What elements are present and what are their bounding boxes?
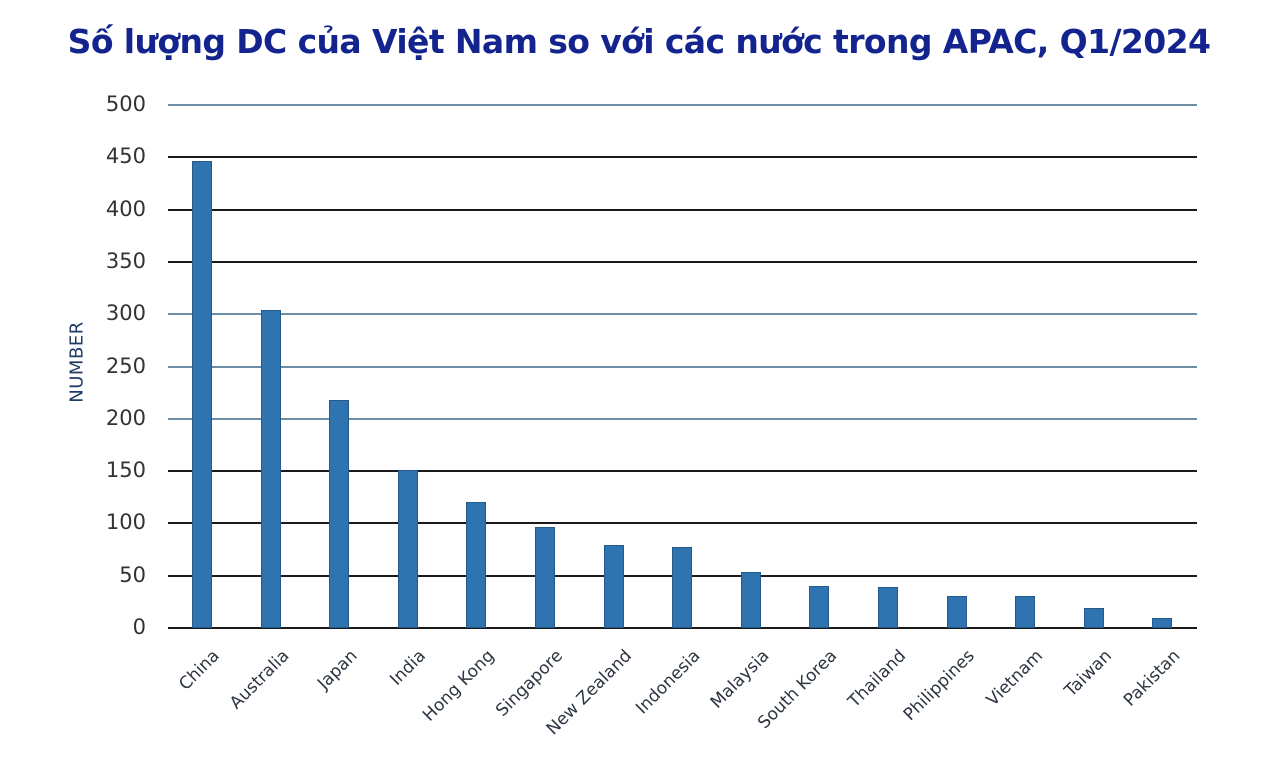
gridline bbox=[168, 522, 1197, 525]
bar-india bbox=[397, 470, 418, 628]
bar-indonesia bbox=[672, 547, 693, 628]
bar-china bbox=[192, 161, 212, 628]
bar-taiwan bbox=[1083, 608, 1104, 628]
y-tick-label: 450 bbox=[105, 144, 146, 169]
y-tick-label: 350 bbox=[105, 248, 146, 273]
x-tick-label: Thailand bbox=[844, 646, 911, 712]
bar-japan bbox=[329, 399, 350, 628]
gridline bbox=[168, 470, 1197, 473]
bar-hong-kong bbox=[466, 502, 487, 628]
x-tick-label: Vietnam bbox=[982, 646, 1048, 711]
x-tick-label: Indonesia bbox=[632, 646, 705, 719]
gridline bbox=[168, 417, 1197, 420]
bar-australia bbox=[260, 310, 281, 628]
y-tick-label: 50 bbox=[119, 562, 146, 587]
gridline bbox=[168, 208, 1197, 211]
bar-thailand bbox=[878, 587, 898, 628]
y-tick-label: 400 bbox=[105, 196, 146, 221]
gridline bbox=[168, 156, 1197, 159]
bar-vietnam bbox=[1015, 595, 1036, 628]
bar-new-zealand bbox=[603, 545, 624, 628]
y-tick-label: 150 bbox=[105, 458, 146, 483]
bar-malaysia bbox=[740, 571, 761, 628]
gridline bbox=[168, 365, 1197, 368]
x-tick-label: Malaysia bbox=[706, 646, 774, 713]
x-tick-label: Philippines bbox=[899, 646, 979, 725]
bar-philippines bbox=[946, 595, 967, 628]
y-tick-label: 100 bbox=[105, 510, 146, 535]
gridline bbox=[168, 627, 1197, 629]
y-tick-label: 500 bbox=[105, 92, 146, 116]
x-tick-label: Hong Kong bbox=[419, 646, 499, 726]
x-tick-label: Taiwan bbox=[1060, 646, 1116, 702]
x-tick-label: Japan bbox=[314, 646, 362, 694]
gridline bbox=[168, 104, 1197, 106]
bar-south-korea bbox=[809, 586, 830, 628]
x-tick-label: India bbox=[386, 646, 430, 690]
x-tick-label: China bbox=[175, 646, 224, 695]
gridline bbox=[168, 260, 1197, 263]
chart-title: Số lượng DC của Việt Nam so với các nước… bbox=[67, 22, 1211, 61]
bar-pakistan bbox=[1152, 617, 1173, 628]
y-tick-label: 0 bbox=[132, 615, 146, 639]
bar-singapore bbox=[535, 526, 555, 628]
gridline bbox=[168, 313, 1197, 316]
y-tick-label: 300 bbox=[105, 301, 146, 326]
x-tick-label: Pakistan bbox=[1120, 646, 1185, 711]
x-tick-label: Australia bbox=[225, 646, 293, 714]
x-tick-label: Singapore bbox=[492, 646, 567, 721]
y-tick-label: 250 bbox=[105, 353, 146, 378]
y-tick-label: 200 bbox=[105, 405, 146, 430]
